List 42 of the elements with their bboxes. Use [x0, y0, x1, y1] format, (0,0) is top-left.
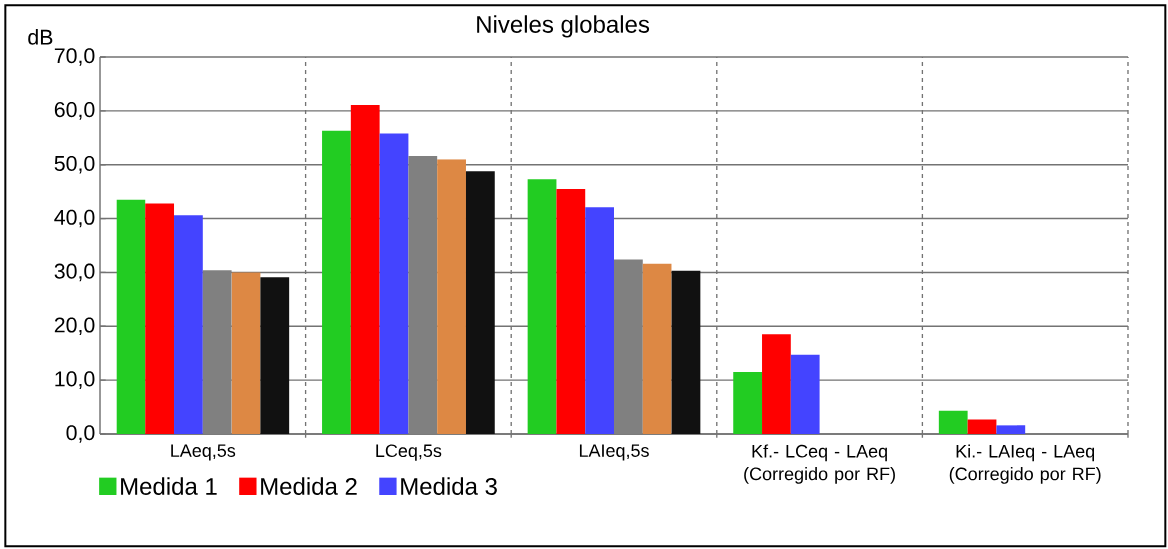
y-tick-label: 60,0: [54, 102, 95, 120]
legend-label: Medida 3: [401, 477, 497, 495]
bar: [614, 259, 643, 434]
bar: [671, 270, 701, 434]
y-tick-label: 30,0: [54, 263, 95, 282]
y-axis-title: dB: [28, 29, 53, 45]
bar: [465, 171, 495, 434]
y-tick-label: 50,0: [54, 155, 95, 174]
bar: [379, 133, 409, 434]
bar: [938, 410, 968, 434]
x-tick-label: Ki.- LAIeq - LAeq (Corregido por RF): [949, 444, 1101, 484]
bar: [202, 270, 232, 434]
x-tick-label: Kf.- LCeq - LAeq (Corregido por RF): [744, 444, 895, 484]
bar: [260, 277, 290, 434]
x-tick-label: LAIeq,5s: [579, 444, 649, 461]
bar: [322, 130, 351, 434]
y-tick-label: 0,0: [66, 425, 95, 443]
legend-label: Medida 1: [121, 477, 217, 495]
bar: [585, 207, 614, 434]
y-tick-label: 70,0: [54, 48, 95, 66]
bar: [408, 156, 438, 434]
bar: [790, 354, 820, 434]
bar: [231, 272, 261, 434]
bar: [145, 203, 175, 434]
bar: [556, 188, 586, 434]
bar: [642, 263, 672, 434]
bar: [350, 104, 380, 434]
bar: [527, 179, 557, 434]
y-tick-label: 20,0: [54, 317, 95, 336]
x-tick-label: LAeq,5s: [171, 444, 236, 461]
legend-label: Medida 2: [261, 477, 357, 495]
bar: [437, 159, 466, 434]
bar: [967, 419, 997, 434]
bar: [762, 334, 791, 434]
y-tick-label: 10,0: [55, 371, 95, 389]
x-tick-label: LCeq,5s: [376, 444, 442, 461]
bar: [116, 199, 146, 434]
bar: [733, 372, 763, 434]
chart-title: Niveles globales: [477, 15, 650, 38]
y-tick-label: 40,0: [54, 209, 95, 228]
bar: [996, 425, 1026, 434]
bar: [174, 215, 203, 434]
